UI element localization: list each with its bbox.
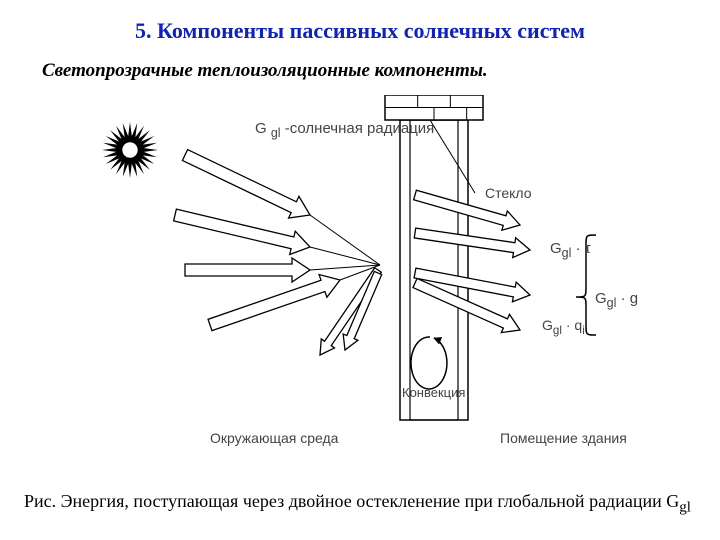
caption-text: Рис. Энергия, поступающая через двойное … [24,491,679,511]
label-solar-radiation: G gl -солнечная радиация [255,120,434,140]
label-glass: Стекло [485,185,532,201]
caption-sub: gl [679,500,691,516]
page-title: 5. Компоненты пассивных солнечных систем [0,18,720,44]
label-g-g: Ggl · g [595,290,638,310]
label-g-tau: Ggl · τ [550,240,591,260]
figure-caption: Рис. Энергия, поступающая через двойное … [24,490,704,517]
page-subtitle: Светопрозрачные теплоизоляционные компон… [42,60,488,82]
label-environment: Окружающая среда [210,430,338,446]
label-room: Помещение здания [500,430,627,446]
diagram-svg [80,95,640,480]
label-g-qi: Ggl · qi [542,317,585,337]
label-convection: Конвекция [402,385,465,400]
energy-diagram: G gl -солнечная радиация Стекло Конвекция О… [80,95,640,480]
